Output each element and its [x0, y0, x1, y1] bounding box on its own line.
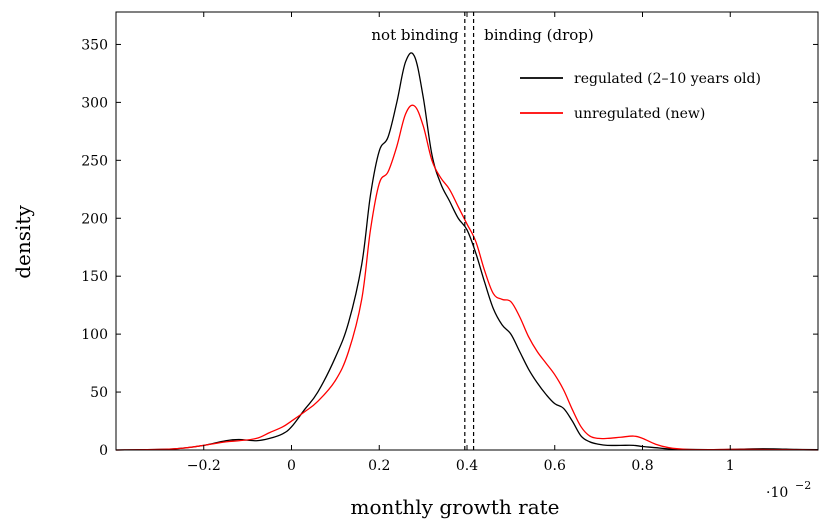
- legend-label-regulated: regulated (2–10 years old): [574, 71, 761, 87]
- x-tick-label: 0.8: [631, 458, 653, 474]
- x-tick-label: 0: [287, 458, 296, 474]
- x-axis-title: monthly growth rate: [350, 495, 559, 519]
- y-tick-label: 350: [81, 37, 108, 53]
- ticks-layer: −0.2 0 0.2 0.4 0.6 0.8 1 0 50 100 150 200 250 300 350: [81, 12, 818, 474]
- x-tick-label: 1: [726, 458, 735, 474]
- x-axis-scale-base: ·10: [766, 485, 788, 501]
- x-axis-scale-factor: ·10 −2: [766, 479, 811, 501]
- y-tick-label: 250: [81, 153, 108, 169]
- curves-layer: [115, 52, 819, 451]
- legend-label-unregulated: unregulated (new): [574, 106, 705, 122]
- annotation-not-binding: not binding: [371, 26, 459, 44]
- y-tick-label: 50: [90, 385, 108, 401]
- series-line-unregulated: [115, 104, 819, 451]
- y-tick-label: 300: [81, 95, 108, 111]
- x-tick-label: 0.6: [544, 458, 566, 474]
- y-tick-label: 0: [99, 443, 108, 459]
- y-tick-label: 100: [81, 327, 108, 343]
- y-tick-label: 150: [81, 269, 108, 285]
- x-tick-label: −0.2: [187, 458, 221, 474]
- legend: regulated (2–10 years old) unregulated (…: [520, 71, 761, 122]
- vertical-lines-layer: [464, 12, 475, 450]
- y-tick-label: 200: [81, 211, 108, 227]
- x-tick-label: 0.4: [456, 458, 478, 474]
- y-axis-title: density: [11, 205, 35, 279]
- annotation-layer: not binding binding (drop): [371, 26, 593, 44]
- series-line-regulated: [115, 52, 819, 451]
- x-axis-scale-exponent: −2: [795, 479, 811, 492]
- annotation-binding-drop: binding (drop): [484, 26, 594, 44]
- x-tick-label: 0.2: [368, 458, 390, 474]
